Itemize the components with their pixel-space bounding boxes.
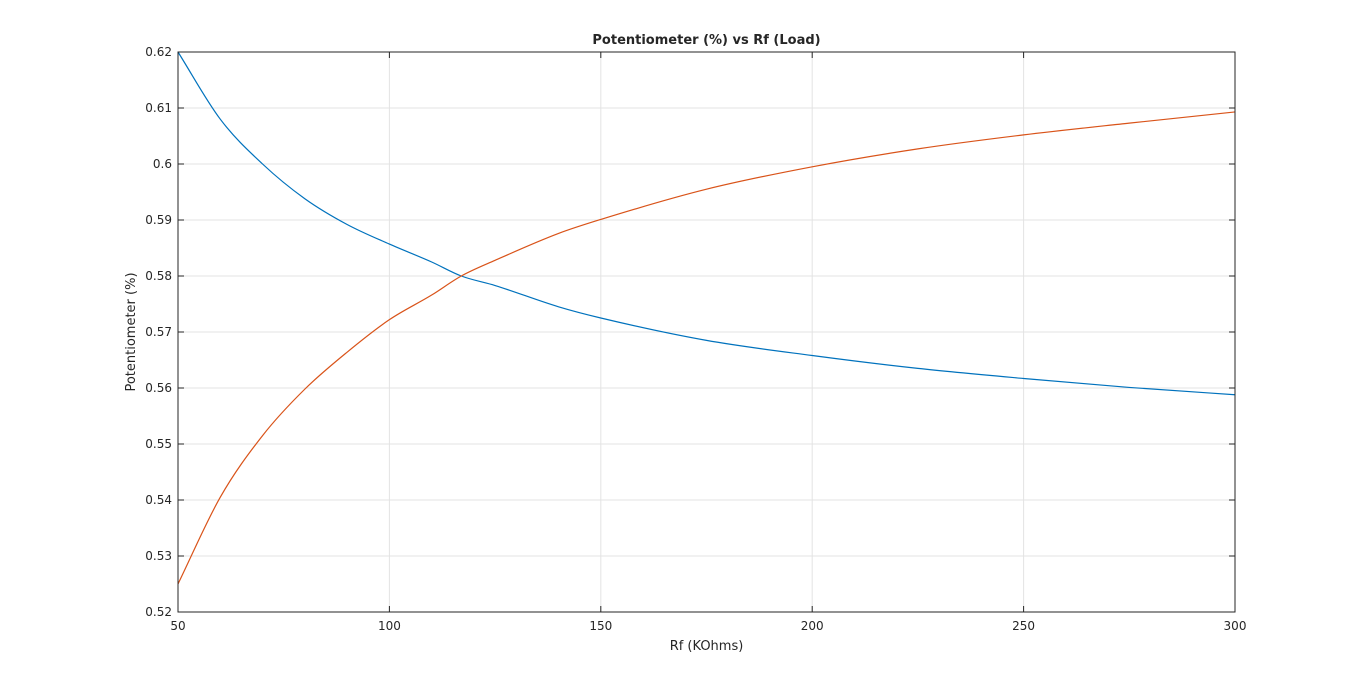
- y-tick-labels: 0.52 0.53 0.54 0.55 0.56 0.57 0.58 0.59 0.6 0.61 0…: [145, 45, 172, 619]
- x-tick-label: 300: [1224, 619, 1247, 633]
- x-tick-label: 100: [378, 619, 401, 633]
- x-tick-labels: 50 100 150 200 250 300: [170, 619, 1246, 633]
- y-tick-label: 0.56: [145, 381, 172, 395]
- y-axis-label: Potentiometer (%): [124, 272, 139, 391]
- y-tick-label: 0.54: [145, 493, 172, 507]
- y-tick-label: 0.59: [145, 213, 172, 227]
- series-lines: [177, 51, 1236, 585]
- series-line-2: [177, 111, 1236, 585]
- x-axis-label: Rf (KOhms): [670, 639, 744, 654]
- y-tick-label: 0.53: [145, 549, 172, 563]
- y-tick-label: 0.6: [153, 157, 172, 171]
- y-tick-label: 0.57: [145, 325, 172, 339]
- grid-lines: [177, 51, 1236, 613]
- y-tick-label: 0.52: [145, 605, 172, 619]
- y-tick-label: 0.61: [145, 101, 172, 115]
- x-tick-label: 150: [589, 619, 612, 633]
- chart-title: Potentiometer (%) vs Rf (Load): [592, 33, 820, 48]
- y-tick-label: 0.62: [145, 45, 172, 59]
- tick-marks: [177, 51, 1236, 613]
- x-tick-label: 250: [1012, 619, 1035, 633]
- x-tick-label: 50: [170, 619, 185, 633]
- y-tick-label: 0.55: [145, 437, 172, 451]
- y-tick-label: 0.58: [145, 269, 172, 283]
- x-tick-label: 200: [801, 619, 824, 633]
- series-line-1: [177, 51, 1236, 396]
